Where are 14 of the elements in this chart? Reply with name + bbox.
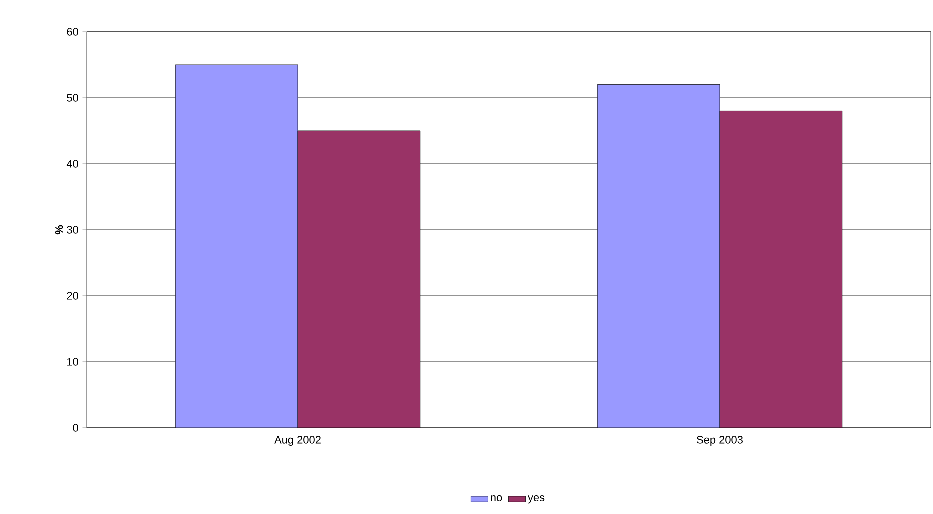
x-tick-label: Aug 2002: [274, 436, 321, 446]
bar: [298, 130, 421, 428]
legend-label: no: [491, 496, 502, 502]
y-axis-title: %: [56, 225, 64, 235]
x-tick-label: Sep 2003: [697, 436, 743, 446]
y-tick-label: 20: [67, 292, 78, 300]
y-tick-label: 10: [68, 358, 78, 366]
legend-label: yes: [528, 496, 545, 504]
y-tick-label: 30: [67, 226, 78, 234]
y-tick-label: 60: [67, 28, 78, 36]
y-tick-label: 50: [67, 94, 78, 102]
bar: [720, 110, 843, 428]
y-tick-label: 40: [66, 160, 78, 168]
y-tick-label: 0: [73, 424, 78, 432]
